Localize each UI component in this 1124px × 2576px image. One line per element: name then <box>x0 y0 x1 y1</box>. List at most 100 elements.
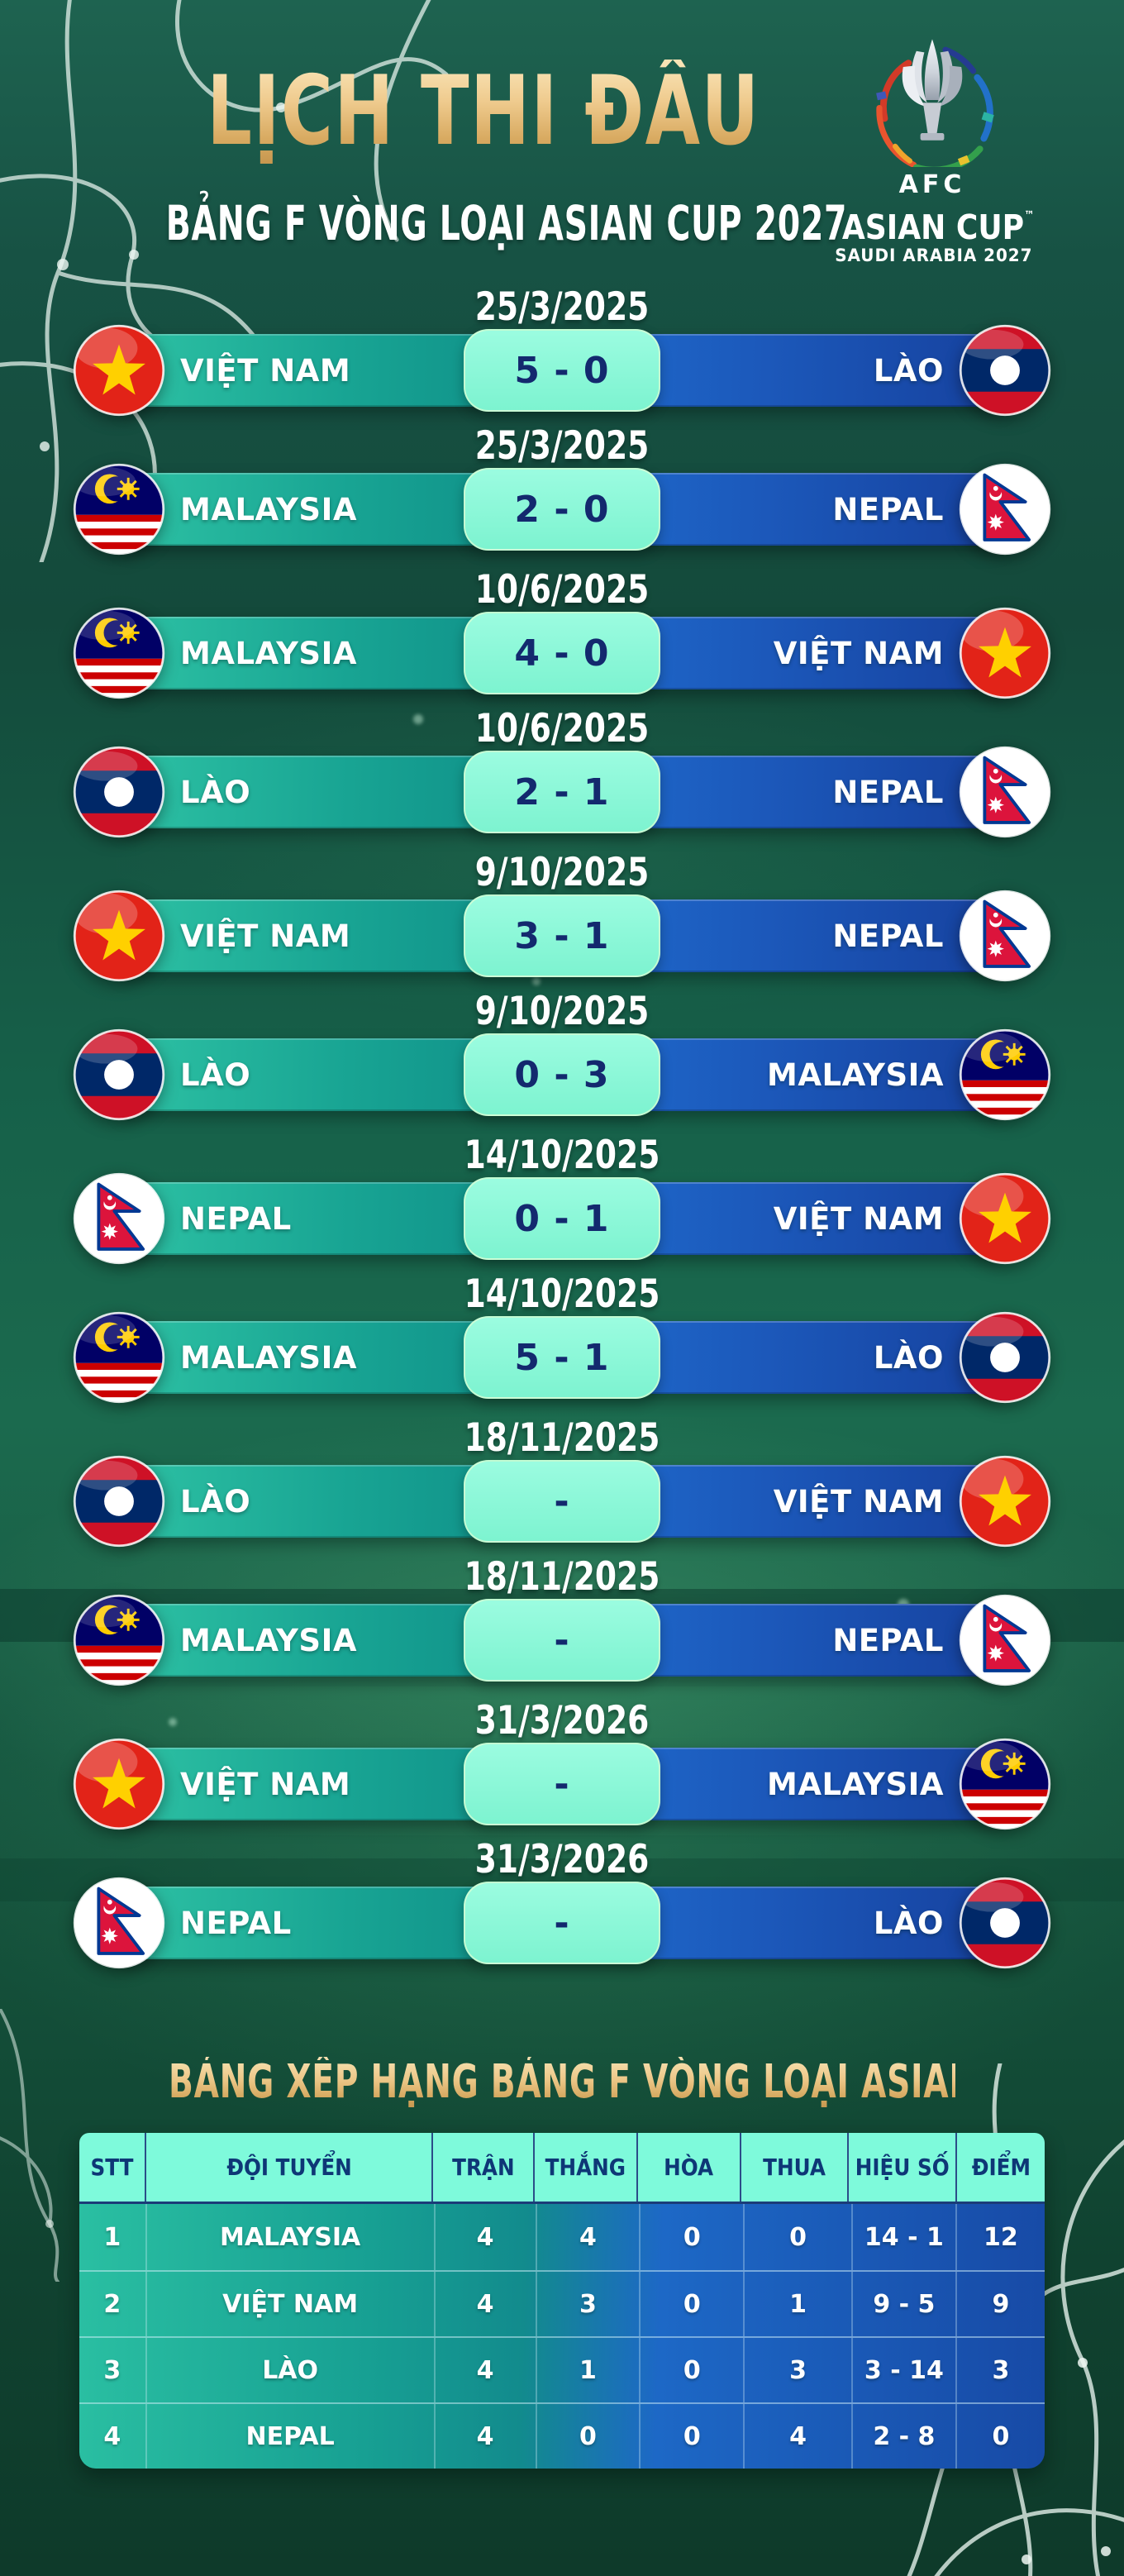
matchday-group: 14/10/2025 NEPAL 0 - 1 VIỆT NAM 14/10/20… <box>0 1136 1124 1394</box>
table-row: 4 NEPAL 4 0 0 4 2 - 8 0 <box>79 2402 1045 2469</box>
nepal-flag-icon <box>959 463 1051 556</box>
match-bar: NEPAL 0 - 1 VIỆT NAM <box>79 1182 1045 1255</box>
match-date: 9/10/2025 <box>474 989 650 1034</box>
nepal-flag-icon <box>959 746 1051 838</box>
match-row: 31/3/2026 NEPAL - LÀO <box>0 1840 1124 1959</box>
score-badge: 5 - 1 <box>464 1316 660 1399</box>
malaysia-flag-icon <box>73 463 165 556</box>
table-row: 2 VIỆT NAM 4 3 0 1 9 - 5 9 <box>79 2270 1045 2336</box>
score-badge: - <box>464 1882 660 1964</box>
match-date: 10/6/2025 <box>474 706 650 751</box>
matchday-group: 9/10/2025 VIỆT NAM 3 - 1 NEPAL 9/10/2025… <box>0 853 1124 1111</box>
match-bar: MALAYSIA 2 - 0 NEPAL <box>79 473 1045 546</box>
score-badge: 0 - 1 <box>464 1177 660 1260</box>
score-badge: 4 - 0 <box>464 612 660 694</box>
laos-flag-icon <box>959 324 1051 417</box>
match-row: 25/3/2025 VIỆT NAM 5 - 0 LÀO <box>0 288 1124 407</box>
match-bar: VIỆT NAM 3 - 1 NEPAL <box>79 899 1045 972</box>
laos-flag-icon <box>73 1028 165 1121</box>
match-row: 31/3/2026 VIỆT NAM - MALAYSIA <box>0 1701 1124 1820</box>
home-team-name: MALAYSIA <box>180 491 357 527</box>
column-header-lost: THUA <box>741 2133 849 2202</box>
score-badge: - <box>464 1743 660 1825</box>
away-team-name: MALAYSIA <box>767 1766 944 1802</box>
match-row: 10/6/2025 MALAYSIA 4 - 0 VIỆT NAM <box>0 570 1124 689</box>
goal-diff-cell: 3 - 14 <box>853 2338 957 2402</box>
home-team-name: MALAYSIA <box>180 1622 357 1658</box>
logo-asian-cup-label: ASIAN CUP <box>841 208 1025 247</box>
score-badge: 5 - 0 <box>464 329 660 412</box>
won-cell: 4 <box>537 2204 641 2270</box>
standings-table: STT ĐỘI TUYỂN TRẬN THẮNG HÒA THUA HIỆU S… <box>79 2133 1045 2469</box>
match-date: 18/11/2025 <box>464 1415 660 1461</box>
home-team-name: LÀO <box>180 774 251 810</box>
away-team-name: VIỆT NAM <box>773 635 944 671</box>
column-header-drawn: HÒA <box>638 2133 741 2202</box>
away-team-name: LÀO <box>873 1339 944 1376</box>
match-row: 10/6/2025 LÀO 2 - 1 NEPAL <box>0 709 1124 828</box>
column-header-won: THẮNG <box>535 2133 638 2202</box>
score-badge: 3 - 1 <box>464 894 660 977</box>
nepal-flag-icon <box>73 1877 165 1969</box>
rank-cell: 1 <box>79 2204 147 2270</box>
team-cell: VIỆT NAM <box>147 2272 436 2336</box>
home-team-name: MALAYSIA <box>180 635 357 671</box>
away-team-name: MALAYSIA <box>767 1057 944 1093</box>
malaysia-flag-icon <box>73 1311 165 1404</box>
column-header-played: TRẬN <box>433 2133 535 2202</box>
standings-header-row: STT ĐỘI TUYỂN TRẬN THẮNG HÒA THUA HIỆU S… <box>79 2133 1045 2204</box>
matchday-group: 31/3/2026 VIỆT NAM - MALAYSIA 31/3/2026 … <box>0 1701 1124 1959</box>
page-subtitle: BẢNG F VÒNG LOẠI ASIAN CUP 2027 <box>165 195 848 251</box>
laos-flag-icon <box>959 1877 1051 1969</box>
home-team-name: LÀO <box>180 1057 251 1093</box>
match-date: 10/6/2025 <box>474 567 650 613</box>
drawn-cell: 0 <box>641 2404 745 2469</box>
match-bar: MALAYSIA 4 - 0 VIỆT NAM <box>79 617 1045 689</box>
match-row: 18/11/2025 LÀO - VIỆT NAM <box>0 1419 1124 1538</box>
match-bar: LÀO 0 - 3 MALAYSIA <box>79 1038 1045 1111</box>
vietnam-flag-icon <box>73 1738 165 1830</box>
column-header-team: ĐỘI TUYỂN <box>146 2133 434 2202</box>
away-team-name: NEPAL <box>832 774 944 810</box>
away-team-name: LÀO <box>873 1905 944 1941</box>
nepal-flag-icon <box>959 1594 1051 1686</box>
lost-cell: 3 <box>745 2338 853 2402</box>
match-date: 14/10/2025 <box>464 1133 660 1178</box>
standings-body: 1 MALAYSIA 4 4 0 0 14 - 1 12 2 VIỆT NAM … <box>79 2204 1045 2469</box>
rank-cell: 2 <box>79 2272 147 2336</box>
away-team-name: NEPAL <box>832 491 944 527</box>
away-team-name: NEPAL <box>832 1622 944 1658</box>
played-cell: 4 <box>436 2272 537 2336</box>
vietnam-flag-icon <box>959 607 1051 699</box>
vietnam-flag-icon <box>959 1455 1051 1548</box>
won-cell: 1 <box>537 2338 641 2402</box>
match-row: 25/3/2025 MALAYSIA 2 - 0 NEPAL <box>0 427 1124 546</box>
match-bar: VIỆT NAM 5 - 0 LÀO <box>79 334 1045 407</box>
home-team-name: NEPAL <box>180 1200 292 1237</box>
score-badge: 0 - 3 <box>464 1033 660 1116</box>
column-header-rank: STT <box>79 2133 147 2202</box>
matchday-group: 25/3/2025 VIỆT NAM 5 - 0 LÀO 25/3/2025 M… <box>0 288 1124 546</box>
home-team-name: LÀO <box>180 1483 251 1519</box>
match-schedule: 25/3/2025 VIỆT NAM 5 - 0 LÀO 25/3/2025 M… <box>0 288 1124 1984</box>
goal-diff-cell: 14 - 1 <box>853 2204 957 2270</box>
malaysia-flag-icon <box>73 607 165 699</box>
match-row: 9/10/2025 VIỆT NAM 3 - 1 NEPAL <box>0 853 1124 972</box>
points-cell: 0 <box>992 2421 1010 2451</box>
drawn-cell: 0 <box>641 2272 745 2336</box>
nepal-flag-icon <box>73 1172 165 1265</box>
points-cell: 9 <box>992 2289 1010 2319</box>
afc-trophy-icon <box>876 39 994 167</box>
malaysia-flag-icon <box>959 1738 1051 1830</box>
away-team-name: VIỆT NAM <box>773 1200 944 1237</box>
column-header-goal-diff: HIỆU SỐ <box>849 2133 958 2202</box>
match-bar: NEPAL - LÀO <box>79 1887 1045 1959</box>
page-title: LỊCH THI ĐẤU <box>138 60 829 164</box>
vietnam-flag-icon <box>73 890 165 982</box>
laos-flag-icon <box>73 1455 165 1548</box>
laos-flag-icon <box>73 746 165 838</box>
match-bar: LÀO 2 - 1 NEPAL <box>79 756 1045 828</box>
lost-cell: 4 <box>745 2404 853 2469</box>
vietnam-flag-icon <box>959 1172 1051 1265</box>
afc-asian-cup-logo: AFC ASIAN CUP™ SAUDI ARABIA 2027 <box>830 33 1035 266</box>
